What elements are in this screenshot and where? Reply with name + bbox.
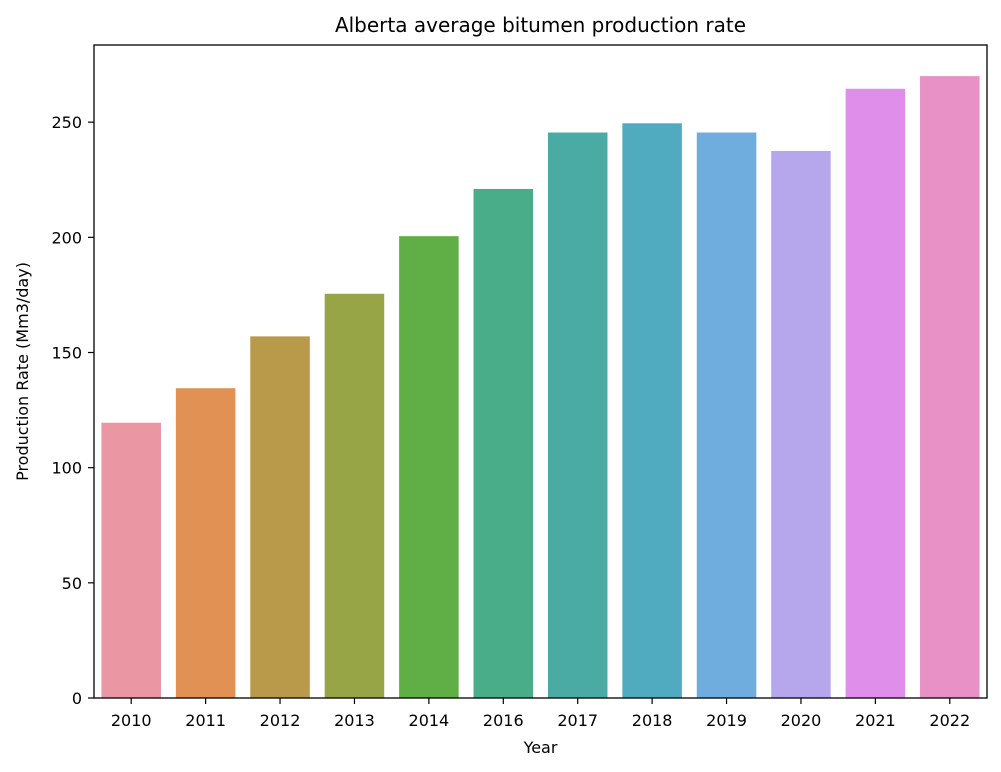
bar-2011 [175, 388, 236, 698]
y-tick-label: 100 [51, 459, 82, 478]
bar-2012 [250, 336, 310, 698]
bar-2014 [399, 236, 459, 698]
x-tick-label: 2020 [781, 711, 822, 730]
bar-2021 [845, 88, 906, 698]
x-tick-label: 2013 [334, 711, 375, 730]
x-axis-ticks: 2010 2011 2012 2013 2014 2016 2017 2018 2019 2020… [111, 698, 970, 730]
bar-2016 [473, 188, 534, 698]
y-tick-label: 150 [51, 343, 82, 362]
y-tick-label: 0 [72, 689, 82, 708]
x-tick-label: 2022 [929, 711, 970, 730]
x-tick-label: 2011 [185, 711, 226, 730]
x-tick-label: 2018 [632, 711, 673, 730]
y-tick-label: 200 [51, 228, 82, 247]
x-tick-label: 2012 [260, 711, 301, 730]
bar-2010 [101, 422, 161, 698]
x-tick-label: 2021 [855, 711, 896, 730]
bar-2019 [696, 132, 757, 698]
bar-2022 [920, 76, 980, 699]
plot-area-frame [93, 44, 988, 699]
y-tick-label: 50 [62, 574, 82, 593]
x-tick-label: 2010 [111, 711, 152, 730]
x-tick-label: 2019 [706, 711, 747, 730]
bar-2013 [324, 293, 385, 698]
bars-group [101, 76, 980, 699]
chart-title: Alberta average bitumen production rate [335, 13, 746, 37]
y-axis-ticks: 0 50 100 150 200 250 [51, 113, 94, 708]
y-tick-label: 250 [51, 113, 82, 132]
x-tick-label: 2014 [409, 711, 450, 730]
bar-2018 [622, 123, 682, 698]
x-axis-label: Year [523, 738, 558, 757]
x-tick-label: 2016 [483, 711, 524, 730]
bar-2020 [771, 150, 831, 698]
y-axis-label: Production Rate (Mm3/day) [13, 262, 32, 481]
bar-2017 [547, 132, 608, 698]
x-tick-label: 2017 [557, 711, 598, 730]
